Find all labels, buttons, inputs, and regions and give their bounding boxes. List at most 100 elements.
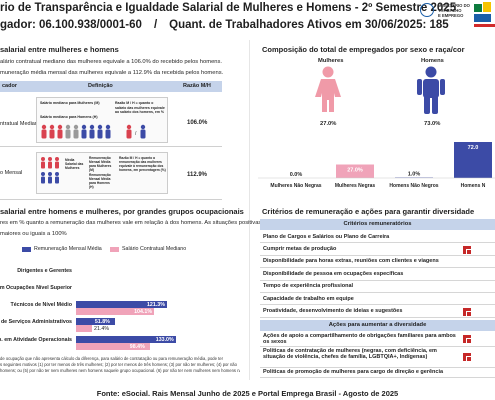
- brasil-brand-icon: [474, 2, 495, 32]
- women-pct: 27.0%: [320, 121, 337, 127]
- category-label: Homens N: [461, 183, 486, 189]
- composition-bar-chart: 0.0% Mulheres Não Negras 27.0% Mulheres Neg…: [258, 142, 495, 189]
- criteria-row: Plano de Cargos e Salários ou Plano de C…: [260, 231, 495, 244]
- criteria-label: Plano de Cargos e Salários ou Plano de C…: [263, 233, 390, 240]
- criteria-label: Capacidade de trabalho em equipe: [263, 295, 354, 302]
- salary-row-contract: ntratual Mediano Salário mediano para Mu…: [0, 93, 222, 147]
- salary-row-monthly: o Mensal Média Salarial das Mulheres Rem…: [0, 148, 222, 200]
- criteria-row: Disponibilidade para horas extras, reuni…: [260, 256, 495, 269]
- note-line: s seguintes motivos (1) por ter menos de…: [0, 362, 237, 367]
- org-id: gador: 06.100.938/0001-60: [0, 19, 142, 31]
- report-header: rio de Transparência e Igualdade Salaria…: [0, 0, 495, 36]
- occupation-label: Técnicos de Nível Médio: [10, 302, 72, 308]
- legend-pink-label: Salário Contratual Mediano: [122, 246, 187, 252]
- checkmark-icon: [463, 245, 471, 254]
- man-icon: [417, 66, 445, 114]
- bar-value-label: 27.0%: [347, 168, 363, 174]
- salary-line-1: alário contratual mediano das mulheres e…: [0, 59, 223, 65]
- checkmark-icon: [463, 335, 471, 344]
- criteria-header: Critérios remuneratórios: [260, 219, 495, 230]
- bar-remuneration-value: 133.0%: [155, 336, 174, 343]
- bar-salary: [76, 325, 93, 332]
- header-indicator: cador: [2, 83, 17, 89]
- def-men-monthly: Remuneração Mensal Média para Homens (H): [89, 173, 111, 189]
- def-ratio-explain: Razão M / H = quanto a remuneração das m…: [119, 156, 166, 172]
- bar-remuneration: [76, 301, 167, 308]
- bar-value-label: 72.0: [468, 145, 479, 151]
- report-title: rio de Transparência e Igualdade Salaria…: [0, 2, 457, 14]
- bar-remuneration: [76, 336, 176, 343]
- occupation-label: es em Ocupações Nível Superior: [0, 285, 72, 291]
- checkmark-icon: [463, 307, 471, 316]
- criteria-row: Disponibilidade de pessoa em ocupações e…: [260, 268, 495, 281]
- criteria-label: Políticas de contratação de mulheres (ne…: [263, 347, 437, 361]
- criteria-label: Ações de apoio a compartilhamento de obr…: [263, 332, 456, 346]
- criteria-label: Tempo de experiência profissional: [263, 283, 354, 290]
- criteria-label: Cumprir metas de produção: [263, 246, 337, 253]
- bar-3: [454, 142, 492, 178]
- legend-blue-label: Remuneração Mensal Média: [34, 246, 102, 252]
- criteria-row: Capacidade de trabalho em equipe: [260, 293, 495, 306]
- header-ratio: Razão M/H: [183, 83, 211, 89]
- men-pct: 73.0%: [424, 121, 441, 127]
- bar-value-label: 1.0%: [408, 172, 421, 178]
- bar-salary: [76, 308, 155, 315]
- svg-text:/: /: [135, 131, 137, 137]
- bar-salary-value: 21.4%: [94, 325, 110, 332]
- criteria-title: Critérios de remuneração e ações para ga…: [262, 207, 475, 216]
- def-women-avg: Média Salarial das Mulheres: [65, 158, 84, 170]
- ministry-line-1: MINISTÉRIO DO: [438, 3, 470, 8]
- criteria-row: Tempo de experiência profissional: [260, 281, 495, 293]
- criteria-label: Disponibilidade para horas extras, reuni…: [263, 258, 439, 265]
- criteria-row: Políticas de promoção de mulheres para c…: [260, 368, 495, 378]
- ratio-monthly-value: 112.9%: [187, 172, 208, 178]
- row-label: o Mensal: [0, 170, 23, 176]
- occupation-line-2: maiores ou iguais a 100%: [0, 231, 67, 237]
- criteria-row: Cumprir metas de produção: [260, 243, 495, 256]
- definition-box: Salário mediano para Mulheres (M) Salári…: [36, 97, 168, 143]
- gov-logo: MINISTÉRIO DO TRABALHO E EMPREGO: [420, 2, 495, 32]
- column-divider: [249, 40, 250, 380]
- people-icons: [41, 157, 59, 184]
- bar-salary-value: 98.4%: [129, 343, 145, 350]
- woman-icon: [315, 66, 341, 112]
- occupation-label: Trab. em Atividade Operacionais: [0, 337, 72, 343]
- header-definition: Definição: [88, 83, 113, 89]
- men-label: Homens: [421, 58, 444, 64]
- salary-table-header: cador Definição Razão M/H: [0, 81, 222, 92]
- bar-remuneration-value: 121.3%: [146, 301, 165, 308]
- note-line: homens; ou (5) por não ter nem mulheres …: [0, 368, 240, 373]
- category-label: Mulheres Não Negras: [270, 183, 321, 189]
- criteria-row: Proatividade, desenvolvimento de ideias …: [260, 305, 495, 318]
- note-line: de ocupação que não apresenta cálculo da…: [0, 356, 224, 361]
- source-footer: Fonte: eSocial. Rais Mensal Junho de 202…: [96, 389, 399, 398]
- workers-count: Quant. de Trabalhadores Ativos em 30/06/…: [169, 19, 449, 31]
- women-label: Mulheres: [318, 58, 344, 64]
- criteria-label: Proatividade, desenvolvimento de ideias …: [263, 308, 403, 315]
- checkmark-icon: [463, 353, 471, 362]
- bar-salary: [76, 343, 150, 350]
- bar-1: [336, 164, 374, 178]
- def-men-median: Salário mediano para Homens (H): [40, 115, 98, 119]
- salary-line-2: muneração média mensal das mulheres equi…: [0, 70, 224, 76]
- composition-title: Composição do total de empregados por se…: [262, 45, 465, 54]
- bar-remuneration-value: 51.8%: [94, 318, 110, 325]
- def-ratio-explain: Razão M / H = quanto o salário das mulhe…: [115, 101, 165, 114]
- criteria-row: Ações de apoio a compartilhamento de obr…: [260, 332, 495, 347]
- bar-salary-value: 104.1%: [134, 308, 153, 315]
- ministry-name: MINISTÉRIO DO TRABALHO E EMPREGO: [438, 3, 470, 18]
- category-label: Mulheres Negras: [335, 183, 376, 189]
- bar-value-label: 0.0%: [290, 172, 303, 178]
- legend-swatch-pink: [110, 247, 119, 252]
- criteria-row: Políticas de contratação de mulheres (ne…: [260, 347, 495, 368]
- ministry-line-2: TRABALHO: [438, 8, 462, 13]
- definition-box: Média Salarial das Mulheres Remuneração …: [36, 152, 168, 194]
- occupation-line-1: res em % quanto a remuneração das mulher…: [0, 220, 262, 226]
- occupation-label: rab. de Serviços Administrativos: [0, 319, 72, 325]
- occupation-notes: de ocupação que não apresenta cálculo da…: [0, 356, 240, 374]
- occupation-label: Dirigentes e Gerentes: [17, 268, 72, 274]
- separator: /: [153, 19, 158, 31]
- occupation-title: salarial entre homens e mulheres, por gr…: [0, 207, 244, 216]
- ministry-line-3: E EMPREGO: [438, 13, 464, 18]
- category-label: Homens Não Negros: [389, 183, 438, 189]
